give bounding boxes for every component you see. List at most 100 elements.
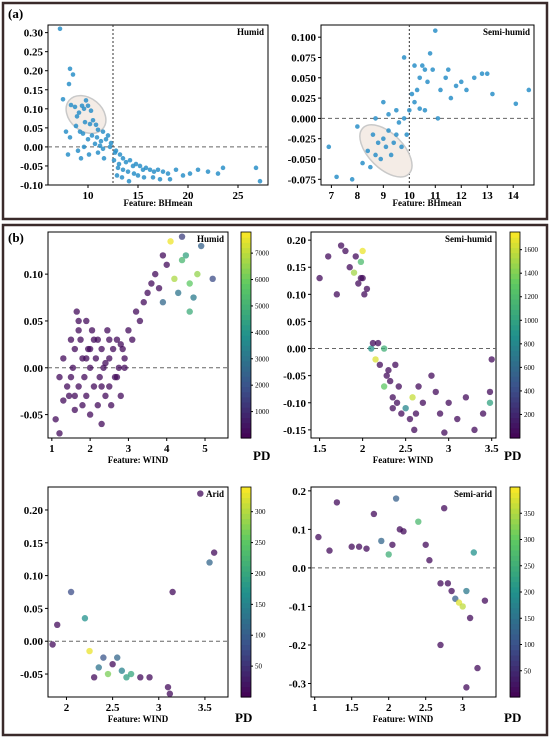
subplot-1-highlight-ellipse [359, 124, 413, 178]
subplot-4-colorbar-tick-label-4: 250 [255, 539, 266, 547]
subplot-3-xlabel: Feature: WIND [373, 455, 434, 465]
subplot-5-colorbar-band-3 [510, 676, 520, 682]
subplot-3-colorbar-band-39 [510, 232, 520, 238]
subplot-3-point-18 [376, 361, 384, 369]
subplot-3-point-43 [479, 410, 487, 417]
subplot-0-point-63 [125, 169, 131, 174]
subplot-2-point-15 [81, 373, 88, 381]
subplot-3-colorbar-band-28 [510, 288, 520, 295]
subplot-1-point-40 [471, 75, 477, 81]
subplot-1-point-28 [425, 79, 430, 85]
subplot-3-colorbar-band-7 [510, 396, 520, 403]
subplot-5-colorbar-band-0 [510, 691, 520, 698]
subplot-0: 10 15 20 25 -0.10 -0.05 0.00 0.05 0.10 0.15 0.20 0.… [20, 24, 269, 208]
subplot-1-point-21 [407, 107, 412, 113]
subplot-0-point-17 [93, 122, 99, 128]
subplot-3-title: Semi-humid [445, 234, 492, 244]
subplot-0-ytick-label-0: -0.10 [20, 180, 43, 192]
subplot-3-ytick-label-4: 0.05 [287, 316, 307, 328]
subplot-0-point-36 [100, 146, 106, 152]
subplot-4-point-12 [123, 674, 130, 681]
subplot-2-ytick-label-2: 0.05 [24, 316, 44, 328]
subplot-2-xtick-label-0: 1 [49, 443, 55, 455]
subplot-2-point-58 [186, 280, 193, 287]
subplot-4-point-11 [118, 667, 126, 674]
subplot-2-colorbar-band-17 [241, 345, 251, 352]
subplot-2-point-64 [186, 308, 193, 315]
subplot-0-point-0 [57, 26, 63, 32]
subplot-5-point-13 [415, 518, 422, 525]
subplot-3-point-42 [471, 426, 478, 434]
subplot-2-point-67 [67, 336, 75, 343]
subplot-1-point-41 [479, 71, 485, 77]
subplot-0-point-19 [100, 129, 106, 134]
subplot-4-point-3 [81, 615, 89, 622]
subplot-5-point-4 [355, 543, 363, 550]
subplot-5-colorbar-band-5 [510, 665, 520, 672]
subplot-1-point-34 [443, 75, 448, 81]
subplot-3-point-9 [357, 258, 365, 266]
subplot-2-colorbar-band-7 [241, 396, 251, 403]
subplot-4-colorbar-tick-label-3: 200 [255, 570, 266, 578]
subplot-0-point-31 [63, 129, 69, 134]
subplot-3-colorbar-band-2 [510, 422, 520, 429]
subplot-3-axes [310, 231, 497, 439]
subplot-3-point-34 [419, 399, 427, 406]
subplot-0-point-51 [165, 171, 171, 176]
subplot-2-colorbar-band-14 [241, 360, 251, 367]
subplot-2-point-59 [190, 294, 197, 301]
subplot-4-point-2 [67, 588, 75, 596]
subplot-0-point-66 [141, 175, 147, 180]
subplot-3-colorbar-band-13 [510, 365, 520, 372]
subplot-3-point-47 [380, 383, 388, 390]
subplot-2-point-72 [106, 336, 113, 343]
subplot-5: 1 1.5 2 2.5 3 -0.3 -0.2 -0.1 0.0 0.1 0.2 Semi-arid F… [289, 486, 535, 725]
subplot-2-axes [47, 231, 229, 439]
subplot-0-point-59 [253, 165, 259, 171]
subplot-5-point-7 [378, 537, 385, 545]
subplot-2-point-0 [52, 416, 59, 423]
subplot-5-colorbar-band-17 [510, 602, 520, 609]
subplot-0-ytick-label-3: 0.05 [24, 123, 44, 135]
subplot-3-point-31 [411, 426, 418, 434]
subplot-1-point-17 [396, 120, 402, 125]
subplot-5-point-24 [466, 614, 474, 622]
subplot-5-xtick-label-0: 1 [312, 702, 318, 714]
subplot-2-point-3 [63, 383, 71, 390]
subplot-4-axes [47, 486, 229, 698]
subplot-5-point-17 [441, 504, 448, 512]
subplot-2-point-77 [86, 345, 94, 353]
subplot-0-point-47 [147, 167, 153, 173]
subplot-0-point-60 [257, 178, 263, 184]
subplot-2-colorbar-band-26 [241, 298, 251, 305]
subplot-2-colorbar-band-30 [241, 278, 251, 285]
subplot-3-point-27 [398, 410, 405, 417]
subplot-1-ytick-label-3: 0.000 [291, 113, 316, 125]
subplot-3-colorbar-tick-label-4: 1000 [524, 317, 539, 325]
subplot-2-colorbar-band-37 [241, 242, 251, 249]
subplot-2-point-38 [115, 364, 123, 371]
subplot-3-point-10 [359, 247, 366, 255]
subplot-2-point-24 [94, 402, 101, 409]
subplot-4-colorbar-band-12 [241, 628, 251, 635]
subplot-3-point-23 [389, 394, 396, 401]
subplot-3-colorbar-tick-label-5: 1200 [524, 293, 539, 301]
subplot-2-point-14 [79, 402, 86, 409]
subplot-2-point-56 [178, 256, 186, 264]
subplot-4-xtick-label-2: 3 [156, 702, 162, 714]
subplot-2-colorbar-band-4 [241, 412, 251, 418]
subplot-2-point-60 [197, 242, 205, 250]
subplot-1-point-18 [399, 144, 404, 150]
subplot-1-point-52 [373, 116, 378, 121]
subplot-3-point-49 [357, 274, 365, 282]
subplot-3-point-19 [380, 345, 388, 352]
subplot-2-point-70 [90, 336, 98, 343]
subplot-1-point-22 [409, 91, 415, 97]
subplot-3-colorbar-band-19 [510, 335, 520, 341]
subplot-2-colorbar-band-32 [241, 268, 251, 274]
subplot-5-point-23 [463, 587, 470, 595]
subplot-0-point-61 [115, 165, 121, 171]
subplot-2-colorbar-band-11 [241, 376, 251, 382]
subplot-2-point-34 [107, 402, 115, 409]
subplot-5-colorbar-band-23 [510, 571, 520, 577]
